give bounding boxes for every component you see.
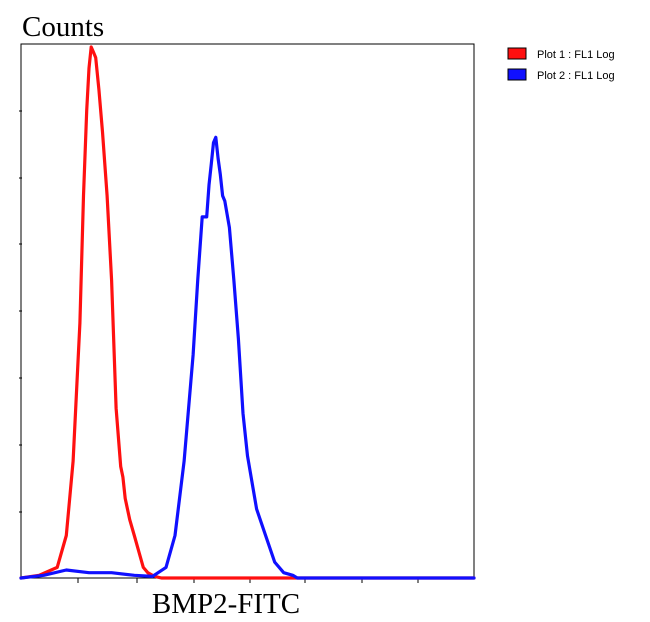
legend-label-1: Plot 1 : FL1 Log (537, 49, 615, 61)
legend-swatch-2 (507, 68, 527, 81)
x-axis-label: BMP2-FITC (152, 588, 300, 620)
series-line-2 (19, 135, 476, 580)
plot-frame (20, 43, 475, 579)
legend-label-2: Plot 2 : FL1 Log (537, 70, 615, 82)
series-lines (19, 45, 476, 580)
legend: Plot 1 : FL1 Log Plot 2 : FL1 Log (507, 47, 615, 82)
series-line-1 (19, 45, 476, 580)
y-axis-label: Counts (22, 11, 104, 43)
legend-swatch-1 (507, 47, 527, 60)
